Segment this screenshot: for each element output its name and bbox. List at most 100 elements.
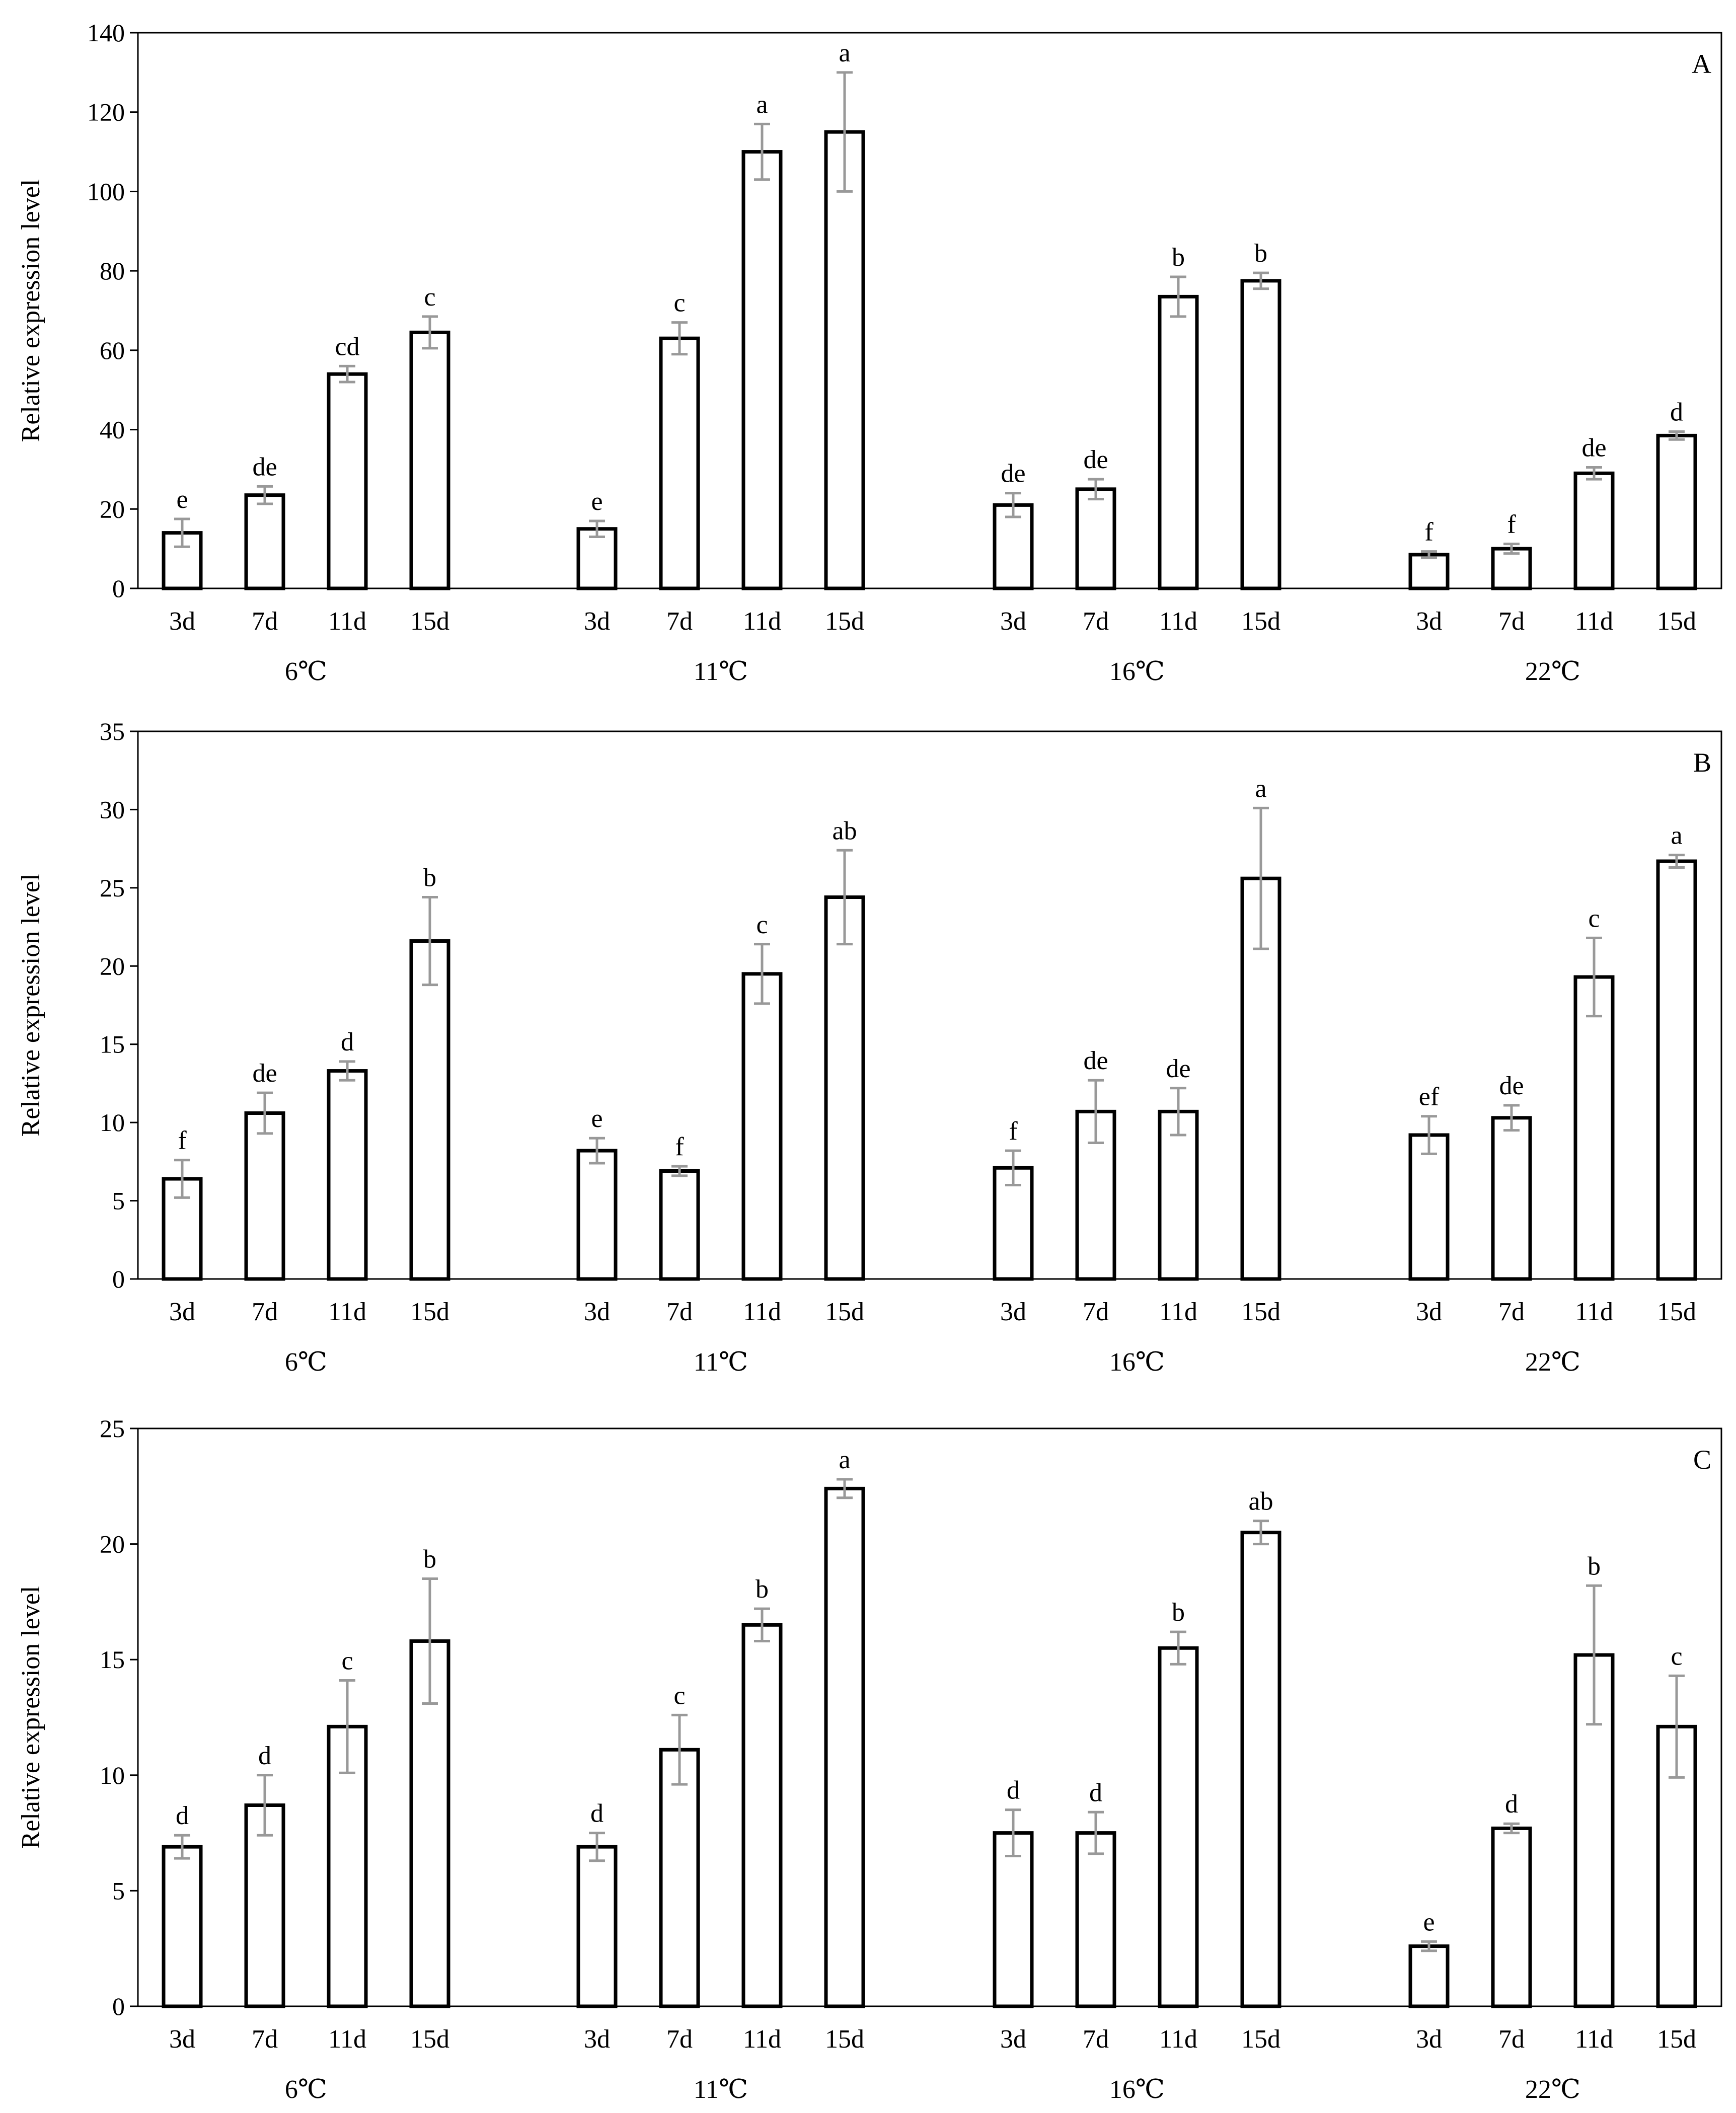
significance-letter: de <box>252 1059 277 1088</box>
x-tick-label: 7d <box>666 607 693 636</box>
bar <box>1573 471 1615 590</box>
bar <box>824 1486 865 2008</box>
bar <box>1075 487 1116 590</box>
panel-label: C <box>1693 1445 1711 1475</box>
significance-letter: e <box>1423 1908 1435 1936</box>
x-tick-label: 11d <box>743 1298 781 1326</box>
y-tick-label: 100 <box>87 177 125 205</box>
x-tick-label: 3d <box>584 1298 610 1326</box>
x-tick-label: 11d <box>328 607 366 636</box>
bar <box>659 336 700 590</box>
group-label: 22℃ <box>1525 657 1580 686</box>
x-tick-label: 7d <box>1498 1298 1525 1326</box>
y-tick-label: 10 <box>100 1108 125 1137</box>
significance-letter: a <box>839 1446 850 1474</box>
group-label: 22℃ <box>1525 2075 1580 2104</box>
y-tick-label: 0 <box>112 1992 125 2020</box>
bar <box>741 150 783 590</box>
group-label: 6℃ <box>285 1348 327 1377</box>
significance-letter: f <box>1507 510 1516 539</box>
x-tick-label: 15d <box>825 607 864 636</box>
x-tick-label: 11d <box>743 607 781 636</box>
significance-letter: b <box>423 864 436 892</box>
x-tick-label: 11d <box>743 2025 781 2054</box>
bar <box>741 1623 783 2008</box>
y-tick-label: 25 <box>100 1414 125 1443</box>
group-label: 16℃ <box>1109 1348 1165 1377</box>
x-tick-label: 11d <box>1575 2025 1613 2054</box>
significance-letter: c <box>673 289 685 318</box>
x-tick-label: 11d <box>328 2025 366 2054</box>
bar <box>1491 1116 1532 1281</box>
significance-letter: de <box>252 452 277 481</box>
x-tick-label: 7d <box>1083 1298 1109 1326</box>
bar <box>659 1748 700 2008</box>
y-axis-label: Relative expression level <box>17 874 45 1137</box>
significance-letter: a <box>756 90 768 119</box>
y-tick-label: 20 <box>100 1530 125 1558</box>
y-tick-label: 20 <box>100 495 125 523</box>
significance-letter: d <box>258 1742 271 1770</box>
significance-letter: d <box>590 1799 603 1828</box>
x-tick-label: 11d <box>1159 1298 1197 1326</box>
significance-letter: d <box>1007 1776 1020 1805</box>
group-label: 6℃ <box>285 2075 327 2104</box>
x-tick-label: 7d <box>666 2025 693 2054</box>
bar <box>244 1111 285 1281</box>
bar <box>1408 553 1450 590</box>
y-tick-label: 15 <box>100 1645 125 1674</box>
bar <box>659 1169 700 1281</box>
x-tick-label: 15d <box>825 1298 864 1326</box>
group-label: 16℃ <box>1109 657 1165 686</box>
chart-panel-C: 0 5 10 15 20 25 Relative expression level Cd 3d d… <box>17 1414 1722 2104</box>
x-tick-label: 3d <box>1416 607 1442 636</box>
significance-letter: d <box>1505 1790 1518 1819</box>
group-label: 11℃ <box>694 657 748 686</box>
significance-letter: b <box>1254 239 1267 268</box>
x-tick-label: 15d <box>1657 2025 1696 2054</box>
chart-panel-A: 0 20 40 60 80 100 120 140 Relative expression le… <box>17 19 1722 686</box>
plot-frame <box>137 1427 1722 2007</box>
y-tick-label: 15 <box>100 1030 125 1059</box>
x-tick-label: 15d <box>1241 607 1280 636</box>
significance-letter: de <box>1499 1072 1524 1100</box>
bar <box>993 1831 1034 2008</box>
x-tick-label: 15d <box>825 2025 864 2054</box>
significance-letter: b <box>756 1575 769 1604</box>
x-tick-label: 15d <box>410 2025 449 2054</box>
y-tick-label: 5 <box>112 1876 125 1905</box>
significance-letter: c <box>673 1681 685 1710</box>
y-axis-label: Relative expression level <box>17 179 45 442</box>
y-tick-label: 80 <box>100 257 125 285</box>
bar <box>409 939 450 1281</box>
x-tick-label: 7d <box>1083 2025 1109 2054</box>
group-label: 11℃ <box>694 2075 748 2104</box>
significance-letter: e <box>591 1104 602 1133</box>
bar <box>1240 1531 1281 2008</box>
significance-letter: de <box>1001 460 1025 488</box>
x-tick-label: 15d <box>410 607 449 636</box>
significance-letter: a <box>1671 821 1682 850</box>
significance-letter: f <box>1424 518 1433 547</box>
x-tick-label: 3d <box>1000 1298 1026 1326</box>
significance-letter: d <box>341 1028 354 1056</box>
x-tick-label: 7d <box>666 1298 693 1326</box>
significance-letter: a <box>839 39 850 67</box>
x-tick-label: 15d <box>1241 2025 1280 2054</box>
y-tick-label: 40 <box>100 416 125 444</box>
x-tick-label: 11d <box>1575 1298 1613 1326</box>
x-tick-label: 15d <box>1657 607 1696 636</box>
significance-letter: f <box>675 1133 684 1161</box>
x-tick-label: 3d <box>1000 2025 1026 2054</box>
bar <box>824 895 865 1281</box>
bar <box>1408 1944 1450 2008</box>
x-tick-label: 15d <box>410 1298 449 1326</box>
panel-label: B <box>1693 747 1711 778</box>
y-tick-label: 25 <box>100 874 125 902</box>
x-tick-label: 7d <box>252 2025 278 2054</box>
bar <box>1240 279 1281 590</box>
bar <box>1158 294 1199 590</box>
bar <box>327 1069 368 1281</box>
